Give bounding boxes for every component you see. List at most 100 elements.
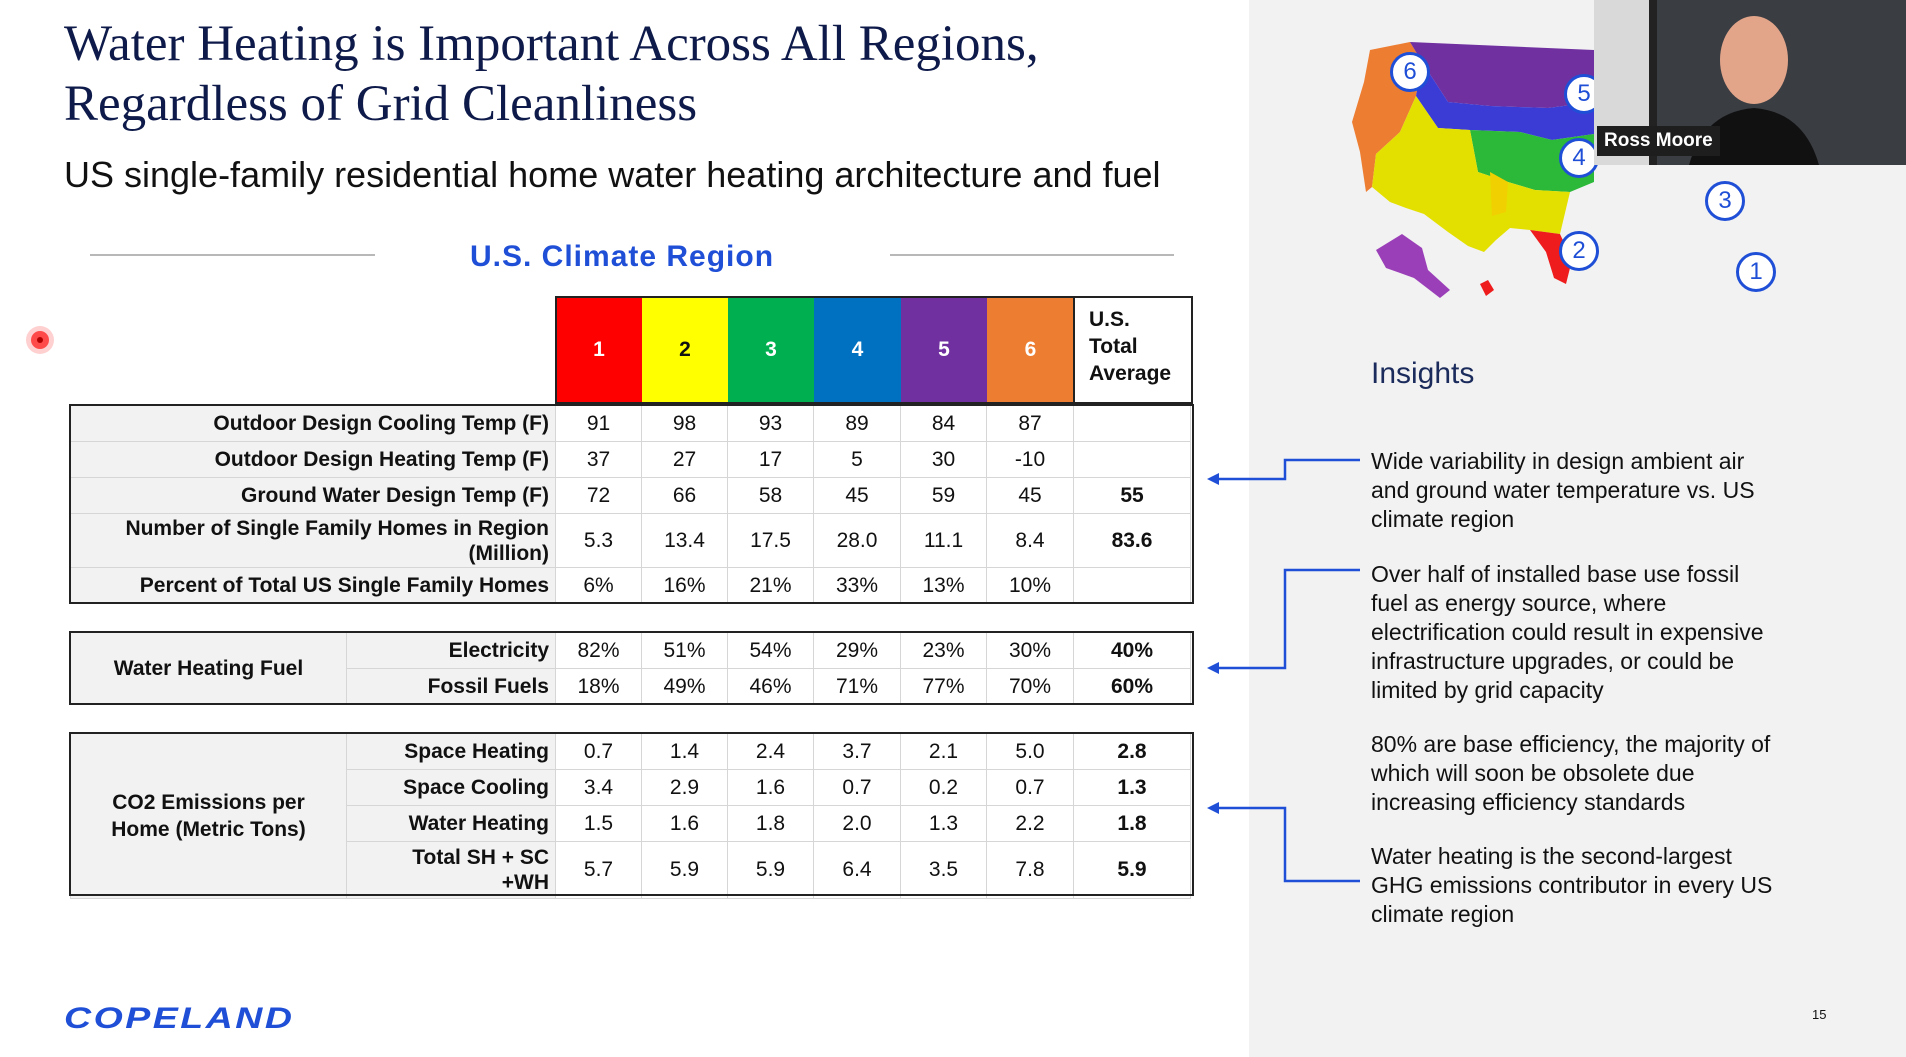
table-cell: 70% [986,668,1074,705]
avg-cell: 5.9 [1073,841,1191,899]
table-cell: 72 [555,477,642,514]
table-cell: 17.5 [727,513,814,568]
row-label: Total SH + SC +WH [346,841,556,899]
table-cell: 0.7 [813,769,901,806]
slide-title: Water Heating is Important Across All Re… [64,14,1214,134]
title-line-2: Regardless of Grid Cleanliness [64,76,698,132]
table-cell: 1.4 [641,733,728,770]
row-label: Space Cooling [346,769,556,806]
avg-cell: 55 [1073,477,1191,514]
table-cell: 82% [555,632,642,669]
insight-line: fuel as energy source, where [1371,590,1667,616]
table-cell: 2.2 [986,805,1074,842]
table-cell: 59 [900,477,987,514]
table-cell: -10 [986,441,1074,478]
connector-arrow-2 [1217,568,1360,670]
insight-item-2: Over half of installed base use fossil f… [1371,560,1811,705]
insight-line: increasing efficiency standards [1371,789,1686,815]
insight-line: Wide variability in design ambient air [1371,448,1745,474]
row-label: Outdoor Design Heating Temp (F) [70,441,556,478]
region-2-header: 2 [642,296,728,404]
table-cell: 16% [641,567,728,604]
table-cell: 21% [727,567,814,604]
table-cell: 17 [727,441,814,478]
connector-arrow-3 [1217,806,1360,883]
insight-line: Over half of installed base use fossil [1371,561,1740,587]
insight-line: climate region [1371,506,1515,532]
heading-rule-right [890,254,1174,256]
insight-line: electrification could result in expensiv… [1371,619,1764,645]
table-cell: 2.1 [900,733,987,770]
table-cell: 84 [900,405,987,442]
copeland-logo: COPELAND [64,1002,295,1035]
region-6-badge: 6 [1390,52,1430,92]
table-cell: 45 [813,477,901,514]
row-label: Number of Single Family Homes in Region … [70,513,556,568]
region-2-badge: 2 [1559,231,1599,271]
avg-cell: 1.8 [1073,805,1191,842]
insights-title: Insights [1371,357,1475,390]
table-cell: 3.5 [900,841,987,899]
table-row: Water Heating Fuel Electricity 82% 51% 5… [70,632,1191,705]
table-cell: 18% [555,668,642,705]
table-cell: 45 [986,477,1074,514]
insight-line: 80% are base efficiency, the majority of [1371,731,1771,757]
row-label: Water Heating [346,805,556,842]
table-cell: 33% [813,567,901,604]
group-label-line-1: CO2 Emissions per [112,791,305,814]
participant-name-tag: Ross Moore [1597,126,1720,156]
avg-cell [1073,567,1191,604]
region-5-area [1376,42,1594,298]
us-total-average-header: U.S. Total Average [1073,296,1193,404]
table-cell: 54% [727,632,814,669]
insight-connector-arrows [1207,458,1360,883]
table-cell: 30% [986,632,1074,669]
table-row: Total SH + SC +WH 5.7 5.9 5.9 6.4 3.5 7.… [71,841,1191,899]
table-cell: 87 [986,405,1074,442]
insight-line: climate region [1371,901,1515,927]
row-label-line-2: +WH [501,871,549,894]
table-cell: 5.9 [727,841,814,899]
table-cell: 37 [555,441,642,478]
table-row: Outdoor Design Cooling Temp (F) 91 98 93… [70,405,1191,442]
climate-region-heading: U.S. Climate Region [470,240,775,273]
table-row: Number of Single Family Homes in Region … [70,513,1191,568]
table-cell: 3.7 [813,733,901,770]
table-cell: 51% [641,632,728,669]
avg-cell: 1.3 [1073,769,1191,806]
heading-rule-left [90,254,375,256]
table-cell: 1.8 [727,805,814,842]
table-row: Water Heating 1.5 1.6 1.8 2.0 1.3 2.2 1.… [71,805,1191,842]
table-cell: 1.3 [900,805,987,842]
table-cell: 13% [900,567,987,604]
row-label-line-1: Total SH + SC [412,846,549,869]
avg-header-line-3: Average [1089,362,1172,385]
region-1-header: 1 [556,296,642,404]
climate-data-table: Outdoor Design Cooling Temp (F) 91 98 93… [70,405,1191,604]
row-label-line-2: (Million) [468,541,549,565]
table-row: Ground Water Design Temp (F) 72 66 58 45… [70,477,1191,514]
table-cell: 7.8 [986,841,1074,899]
table-cell: 23% [900,632,987,669]
avg-cell: 83.6 [1073,513,1191,568]
row-label: Fossil Fuels [346,668,556,705]
avg-header-line-1: U.S. [1089,308,1130,331]
avg-cell [1073,405,1191,442]
avg-header-line-2: Total [1089,335,1138,358]
table-cell: 77% [900,668,987,705]
avg-cell [1073,441,1191,478]
table-cell: 30 [900,441,987,478]
insight-item-1: Wide variability in design ambient air a… [1371,447,1811,534]
row-label: Outdoor Design Cooling Temp (F) [70,405,556,442]
arrowhead-icon [1207,473,1219,485]
table-cell: 3.4 [555,769,642,806]
table-row: CO2 Emissions per Home (Metric Tons) Spa… [70,733,1191,899]
table-cell: 29% [813,632,901,669]
arrowhead-icon [1207,802,1219,814]
region-3-header: 3 [728,296,814,404]
table-cell: 6.4 [813,841,901,899]
table-cell: 27 [641,441,728,478]
table-cell: 98 [641,405,728,442]
insight-line: infrastructure upgrades, or could be [1371,648,1735,674]
table-cell: 66 [641,477,728,514]
